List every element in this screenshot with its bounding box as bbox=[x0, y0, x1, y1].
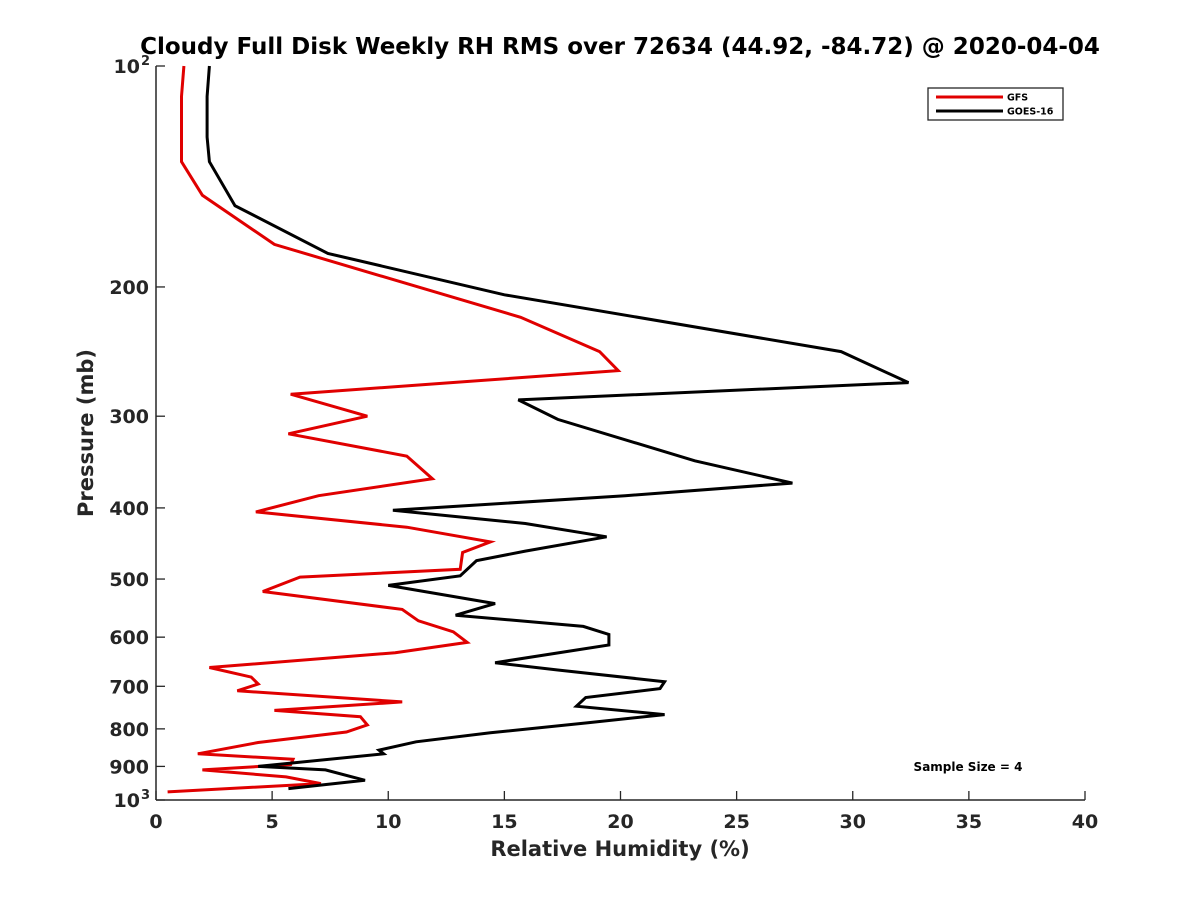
series-layer bbox=[167, 65, 910, 794]
series-line-gfs bbox=[167, 65, 622, 794]
y-tick-label: 900 bbox=[109, 756, 149, 778]
y-tick-exponent: 2 bbox=[141, 54, 150, 69]
x-tick-label: 5 bbox=[266, 811, 279, 833]
legend-box bbox=[927, 87, 1064, 121]
legend-label-goes-16: GOES-16 bbox=[1007, 107, 1054, 118]
y-tick-label: 700 bbox=[109, 676, 149, 698]
y-tick-label-power: 10 bbox=[114, 56, 140, 78]
x-tick-label: 35 bbox=[956, 811, 982, 833]
y-tick-label: 200 bbox=[109, 277, 149, 299]
legend: GFS GOES-16 bbox=[927, 87, 1064, 121]
y-tick-label: 500 bbox=[109, 569, 149, 591]
y-tick-label: 600 bbox=[109, 627, 149, 649]
x-tick-label: 20 bbox=[607, 811, 633, 833]
y-tick-label: 800 bbox=[109, 719, 149, 741]
y-tick-label: 300 bbox=[109, 406, 149, 428]
x-tick-label: 40 bbox=[1072, 811, 1098, 833]
x-tick-label: 10 bbox=[375, 811, 401, 833]
y-tick-exponent: 3 bbox=[141, 788, 150, 803]
chart-title: Cloudy Full Disk Weekly RH RMS over 7263… bbox=[140, 34, 1100, 60]
series-line-goes-16 bbox=[205, 65, 910, 791]
x-axis: 0 5 10 15 20 25 30 35 40 bbox=[149, 791, 1098, 833]
y-axis-label: Pressure (mb) bbox=[74, 349, 98, 517]
y-tick-label-power: 10 bbox=[114, 790, 140, 812]
x-tick-label: 15 bbox=[491, 811, 517, 833]
x-axis-label: Relative Humidity (%) bbox=[490, 837, 749, 861]
x-tick-label: 30 bbox=[840, 811, 866, 833]
legend-label-gfs: GFS bbox=[1007, 93, 1028, 104]
sample-size-annotation: Sample Size = 4 bbox=[914, 760, 1023, 774]
x-tick-label: 25 bbox=[723, 811, 749, 833]
x-tick-label: 0 bbox=[149, 811, 162, 833]
y-tick-label: 400 bbox=[109, 498, 149, 520]
